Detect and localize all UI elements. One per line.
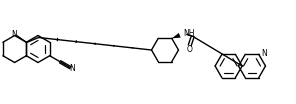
Text: N: N	[12, 30, 17, 39]
Text: N: N	[69, 64, 75, 73]
Text: NH: NH	[184, 29, 195, 38]
Text: N: N	[261, 49, 266, 58]
Polygon shape	[172, 33, 181, 38]
Text: O: O	[187, 45, 193, 54]
